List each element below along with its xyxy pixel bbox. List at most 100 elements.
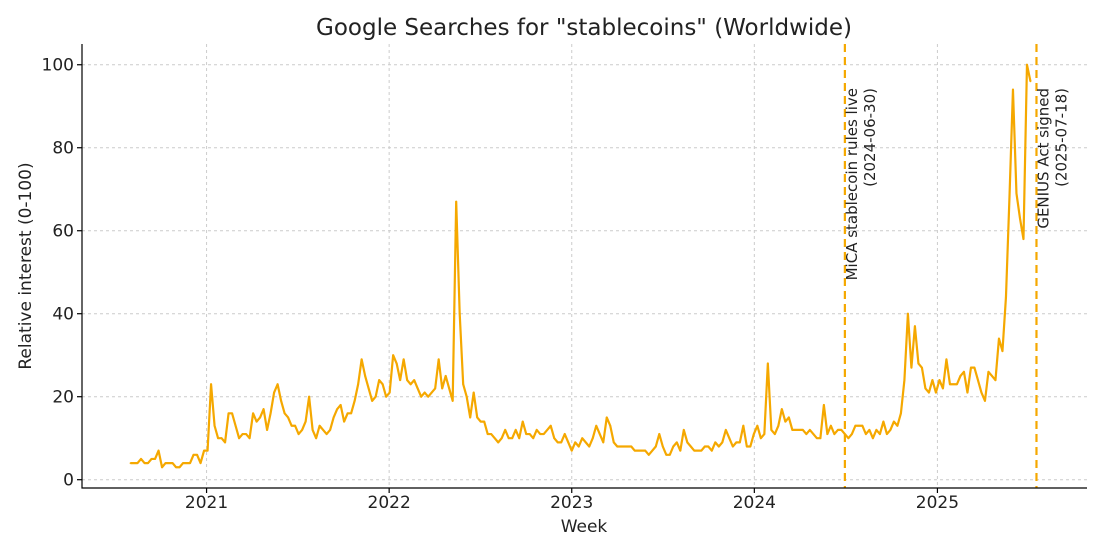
data-point: [455, 200, 458, 203]
data-point: [528, 433, 531, 435]
data-point: [588, 445, 591, 448]
data-point: [154, 458, 156, 460]
data-point: [206, 449, 209, 452]
data-point: [1029, 80, 1032, 83]
data-point: [374, 395, 377, 398]
data-point: [871, 437, 874, 440]
data-point: [861, 424, 864, 427]
data-point: [822, 404, 825, 406]
data-point: [640, 449, 643, 452]
data-point: [826, 433, 829, 435]
data-point: [1022, 238, 1025, 240]
data-point: [1012, 88, 1014, 91]
data-point: [914, 325, 916, 328]
data-point: [843, 433, 846, 435]
data-point: [931, 379, 934, 382]
data-point: [980, 391, 983, 394]
data-point: [784, 420, 787, 423]
data-point: [259, 416, 261, 419]
data-point: [213, 424, 216, 427]
data-point: [224, 441, 226, 444]
data-point: [896, 424, 899, 427]
data-point: [133, 462, 135, 464]
data-point: [217, 437, 219, 440]
data-point: [612, 441, 615, 444]
data-point: [882, 420, 885, 423]
data-point: [350, 412, 353, 415]
data-point: [343, 420, 346, 423]
data-point: [595, 424, 598, 427]
data-point: [763, 433, 766, 435]
data-point: [444, 375, 447, 377]
data-point: [175, 466, 177, 469]
data-point: [462, 383, 465, 386]
data-point: [304, 420, 307, 423]
data-point: [949, 383, 951, 386]
data-point: [973, 366, 976, 369]
series: [129, 63, 1032, 469]
data-point: [434, 387, 437, 390]
data-point: [546, 429, 549, 431]
data-point: [991, 375, 993, 377]
data-point: [147, 462, 149, 464]
data-point: [584, 441, 587, 444]
data-point: [164, 462, 167, 464]
data-point: [465, 395, 468, 398]
data-point: [850, 433, 853, 435]
data-point: [360, 358, 363, 361]
data-point: [539, 433, 542, 435]
data-point: [203, 449, 205, 452]
data-point: [395, 362, 398, 365]
data-point: [710, 449, 713, 452]
data-point: [998, 337, 1000, 340]
data-point: [598, 433, 601, 435]
data-point: [381, 383, 384, 386]
data-point: [749, 445, 752, 448]
data-point: [476, 416, 479, 419]
data-point: [942, 387, 944, 390]
data-point: [738, 441, 741, 444]
data-point: [231, 412, 233, 415]
data-point: [766, 362, 769, 365]
data-point: [199, 462, 202, 464]
data-point: [773, 433, 776, 435]
data-point: [668, 453, 671, 456]
data-point: [735, 441, 738, 444]
data-point: [423, 391, 426, 394]
axis-ticks: 0 20 40 60 80 100 2021 2022 2023 2024 2025: [42, 56, 960, 513]
data-point: [161, 466, 163, 469]
axes-spines: [81, 44, 1087, 489]
data-point: [693, 449, 696, 452]
data-point: [185, 462, 188, 464]
data-point: [633, 449, 636, 452]
data-point: [794, 429, 797, 431]
data-point: [956, 383, 958, 386]
data-point: [241, 433, 244, 435]
data-point: [406, 379, 409, 382]
data-point: [984, 399, 986, 402]
data-point: [129, 462, 132, 464]
data-point: [427, 395, 430, 398]
data-point: [171, 462, 174, 464]
data-point: [910, 366, 913, 369]
data-point: [574, 441, 577, 444]
data-point: [556, 441, 559, 444]
data-point: [297, 433, 300, 435]
data-point: [770, 429, 773, 431]
data-point: [742, 424, 745, 427]
data-point: [836, 429, 839, 431]
data-point: [248, 437, 251, 440]
x-tick-label: 2025: [916, 493, 959, 513]
data-point: [602, 441, 605, 444]
data-point: [619, 445, 622, 448]
data-point: [560, 441, 563, 444]
data-point: [367, 387, 370, 390]
y-tick-label: 20: [52, 388, 74, 408]
data-point: [255, 420, 258, 423]
data-point: [140, 458, 142, 460]
data-point: [812, 433, 815, 435]
data-point: [728, 437, 731, 440]
data-point: [924, 387, 927, 390]
data-point: [409, 383, 412, 386]
annotation-label: GENIUS Act signed(2025-07-18): [1034, 88, 1070, 229]
